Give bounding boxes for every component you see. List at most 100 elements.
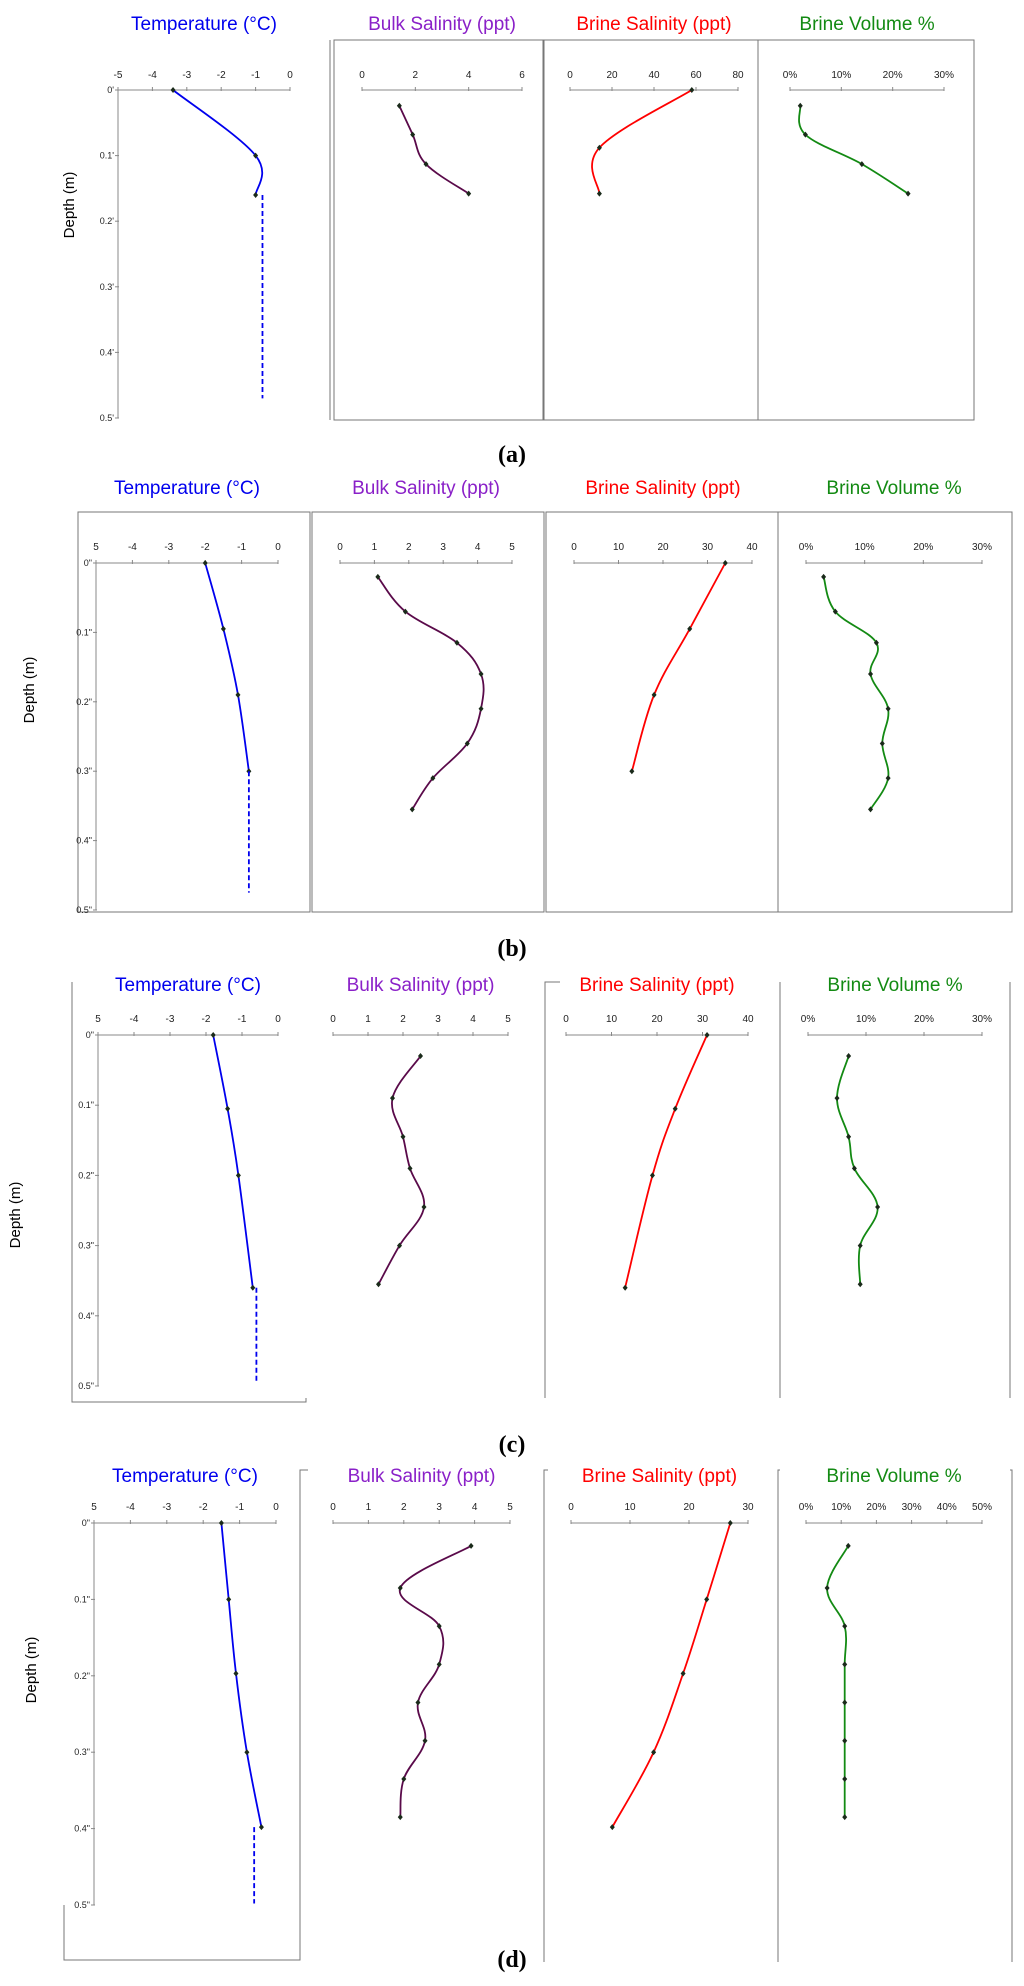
data-point (824, 1584, 830, 1591)
panel-frame (311, 511, 545, 913)
brine-volume-title: Brine Volume % (826, 1466, 961, 1487)
brine-volume-line (798, 105, 909, 195)
x-tick-label: 0% (799, 1502, 814, 1513)
x-tick-label: 4 (472, 1502, 478, 1513)
x-tick-label: -4 (130, 1014, 139, 1025)
panel-frame (544, 981, 560, 1398)
x-tick-label: -3 (166, 1014, 175, 1025)
x-tick-label: 40 (746, 542, 758, 553)
x-tick-label: 0 (567, 70, 573, 81)
x-tick-label: 30% (902, 1502, 922, 1513)
data-point (842, 1623, 848, 1630)
depth-tick-label: 0.1" (78, 1100, 94, 1110)
data-point (423, 161, 429, 168)
x-tick-label: -2 (217, 70, 226, 81)
temperature-title: Temperature (°C) (112, 1466, 258, 1487)
depth-tick-label: 0.5' (100, 413, 115, 423)
depth-axis-label: Depth (m) (61, 172, 78, 239)
x-tick-label: 20% (883, 70, 903, 81)
bulk-salinity-title: Bulk Salinity (ppt) (347, 975, 495, 996)
x-tick-label: -2 (202, 1014, 211, 1025)
data-point (478, 671, 484, 678)
depth-tick-label: 0.4' (100, 347, 115, 357)
panel-frame (777, 511, 1013, 913)
figure-caption: (b) (497, 936, 526, 962)
depth-tick-label: 0.4" (74, 1824, 90, 1834)
panel-frame (777, 1469, 780, 1962)
data-point (421, 1203, 427, 1210)
data-point (722, 560, 728, 566)
data-point (468, 1542, 474, 1549)
temperature-line (204, 562, 250, 772)
x-tick-label: 20% (866, 1502, 886, 1513)
panel-frame (63, 1469, 308, 1961)
x-tick-label: 3 (440, 542, 446, 553)
panel-frame (542, 39, 759, 421)
depth-tick-label: 0.5" (76, 905, 92, 915)
bulk-salinity-panel: Bulk Salinity (ppt) 0 1 2 3 4 5 (330, 1466, 513, 1821)
data-point (466, 190, 472, 197)
panel-frame (77, 511, 311, 913)
data-point (879, 740, 885, 747)
x-tick-label: -3 (182, 70, 191, 81)
bulk-salinity-panel: Bulk Salinity (ppt) 0 1 2 3 4 5 (330, 975, 511, 1288)
x-tick-label: -2 (199, 1502, 208, 1513)
figure-caption: (c) (499, 1432, 526, 1458)
x-tick-label: 3 (436, 1502, 442, 1513)
depth-tick-label: 0.3' (100, 282, 115, 292)
brine-volume-panel: Brine Volume % 0% 10% 20% 30% (799, 478, 992, 813)
x-tick-label: 0 (330, 1014, 336, 1025)
temperature-panel: Temperature (°C) -5 -4 -3 -2 -1 0 (114, 14, 293, 399)
data-point (436, 1661, 442, 1668)
depth-tick-label: 0" (84, 558, 92, 568)
data-point (727, 1520, 733, 1526)
x-tick-label: 5 (95, 1014, 101, 1025)
data-point (401, 1775, 407, 1782)
panel-frame (71, 982, 307, 1403)
data-point (397, 1814, 403, 1821)
data-point (400, 1133, 406, 1140)
data-point (418, 1053, 423, 1060)
temperature-line (212, 1034, 254, 1288)
depth-tick-label: 0.1' (100, 151, 115, 161)
figure-b: (b) Depth (m) 0" 0.1" 0.2" 0.3" 0.4" 0.5" Temper… (21, 478, 992, 962)
data-point (875, 1203, 881, 1210)
brine-volume-line (836, 1055, 879, 1285)
data-point (672, 1105, 678, 1112)
data-point (596, 190, 602, 197)
x-tick-label: 0 (337, 542, 343, 553)
x-tick-label: 10% (831, 1502, 851, 1513)
depth-tick-label: 0.1" (74, 1594, 90, 1604)
figure-c: (c)Depth (m)0"0.1"0.2"0.3"0.4"0.5"Temper… (7, 975, 992, 1458)
data-point (410, 131, 416, 138)
depth-axis-label: Depth (m) (23, 1637, 40, 1704)
depth-axis-label: Depth (m) (7, 1182, 24, 1249)
data-point (842, 1737, 848, 1744)
x-tick-label: 30% (934, 70, 954, 81)
x-tick-label: 5 (507, 1502, 513, 1513)
brine-salinity-title: Brine Salinity (ppt) (585, 478, 740, 499)
temperature-title: Temperature (°C) (114, 478, 260, 499)
bulk-salinity-title: Bulk Salinity (ppt) (368, 14, 516, 35)
panel-frame (545, 511, 779, 913)
data-point (397, 1242, 402, 1249)
x-tick-label: 4 (470, 1014, 476, 1025)
data-point (832, 608, 838, 615)
data-point (651, 1749, 657, 1756)
brine-volume-title: Brine Volume % (827, 975, 962, 996)
data-point (596, 144, 602, 151)
data-point (235, 691, 241, 698)
depth-tick-label: 0.4" (76, 836, 92, 846)
data-point (857, 1281, 863, 1288)
x-tick-label: 0 (571, 542, 577, 553)
temperature-title: Temperature (°C) (115, 975, 261, 996)
data-point (376, 1281, 381, 1288)
x-tick-label: 4 (475, 542, 481, 553)
data-point (859, 161, 865, 168)
panel-frames (63, 39, 1013, 1962)
x-tick-label: 10 (624, 1502, 636, 1513)
data-point (235, 1172, 241, 1179)
data-point (464, 740, 470, 747)
data-point (253, 152, 259, 159)
bulk-salinity-title: Bulk Salinity (ppt) (352, 478, 500, 499)
